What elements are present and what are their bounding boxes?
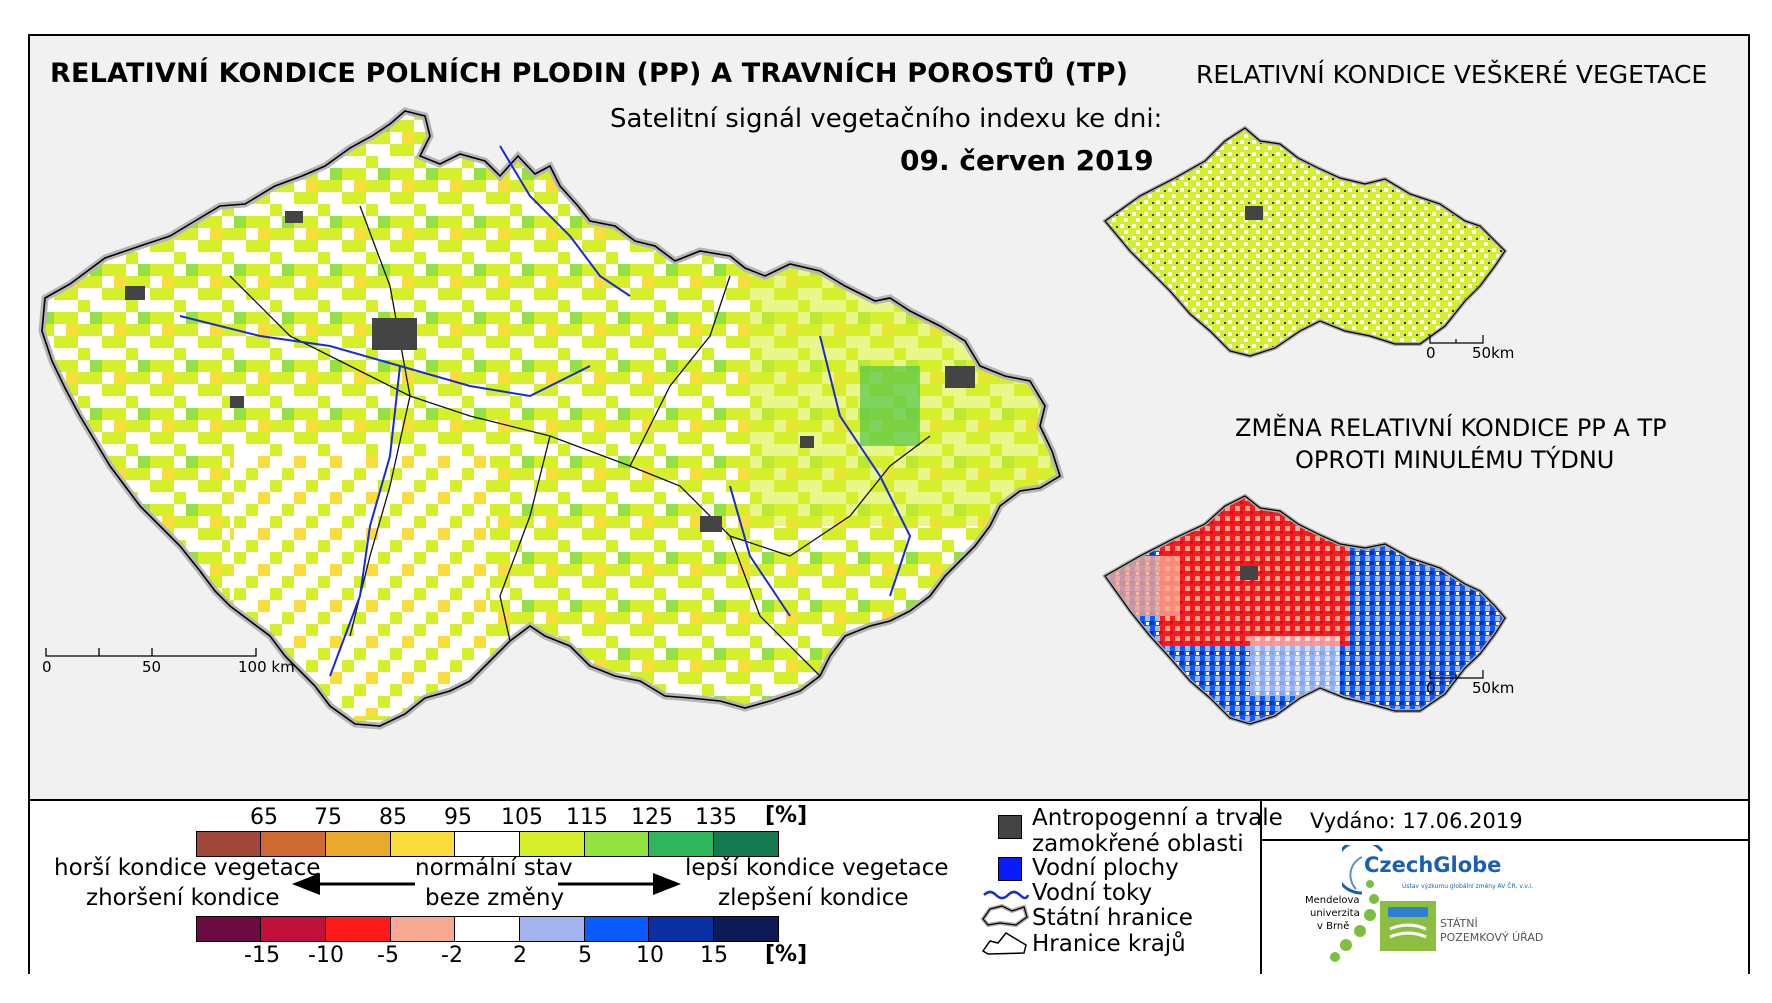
normal-label-1: normální stav <box>415 855 573 881</box>
change-scale-end: 50km <box>1472 679 1515 697</box>
cond-label-135: 135 <box>695 805 737 830</box>
spu-name-2: POZEMKOVÝ ÚŘAD <box>1440 931 1544 944</box>
chg-label-m5: -5 <box>377 943 399 968</box>
chg-swatch-5 <box>454 916 520 942</box>
cond-label-75: 75 <box>314 805 342 830</box>
chg-label-m2: -2 <box>441 943 463 968</box>
chg-swatch-3 <box>325 916 391 942</box>
vegetation-scale-zero: 0 <box>1426 344 1436 362</box>
chg-label-5: 5 <box>578 943 592 968</box>
mendel-name-1: Mendelova <box>1305 895 1360 906</box>
arrow-right-icon <box>558 873 681 895</box>
main-scale-bar <box>45 648 257 657</box>
date-label: 09. červen 2019 <box>900 144 1154 177</box>
chg-swatch-8 <box>648 916 714 942</box>
river-label: Vodní toky <box>1032 880 1153 906</box>
arrow-left-icon <box>292 873 415 895</box>
subtitle: Satelitní signál vegetačního indexu ke d… <box>610 104 1163 134</box>
main-scale-zero: 0 <box>42 658 52 676</box>
chg-swatch-1 <box>196 916 262 942</box>
chg-swatch-7 <box>584 916 650 942</box>
vegetation-scale-end: 50km <box>1472 344 1515 362</box>
issued-label: Vydáno: 17.06.2019 <box>1310 809 1523 833</box>
mendel-name-2: univerzita <box>1310 908 1360 919</box>
river-symbol-icon <box>983 890 1030 900</box>
worse-label-1: horší kondice vegetace <box>54 855 321 881</box>
region-border-label: Hranice krajů <box>1032 931 1186 957</box>
map-frame: RELATIVNÍ KONDICE POLNÍCH PLODIN (PP) A … <box>28 34 1750 974</box>
spu-name-1: STÁTNÍ <box>1440 917 1478 930</box>
chg-label-15: 15 <box>700 943 728 968</box>
vegetation-map-title: RELATIVNÍ KONDICE VEŠKERÉ VEGETACE <box>1196 60 1708 89</box>
change-scale-zero: 0 <box>1426 679 1436 697</box>
normal-label-2: beze změny <box>425 885 565 911</box>
cond-swatch-7 <box>584 831 650 857</box>
anthropogenic-swatch <box>998 815 1022 839</box>
cond-label-125: 125 <box>631 805 673 830</box>
water-label: Vodní plochy <box>1032 855 1179 881</box>
state-border-symbol-icon <box>980 903 1030 928</box>
map-zone: RELATIVNÍ KONDICE POLNÍCH PLODIN (PP) A … <box>30 36 1748 799</box>
cond-swatch-6 <box>519 831 585 857</box>
vegetation-scale-bar <box>1429 335 1484 344</box>
chg-label-2: 2 <box>513 943 527 968</box>
water-swatch <box>998 857 1022 881</box>
change-map-title-2: OPROTI MINULÉMU TÝDNU <box>1295 446 1615 474</box>
change-map-title-1: ZMĚNA RELATIVNÍ KONDICE PP A TP <box>1235 414 1667 442</box>
better-label-1: lepší kondice vegetace <box>685 855 949 881</box>
mendel-name-3: v Brně <box>1317 921 1350 932</box>
cond-unit: [%] <box>765 803 808 828</box>
czechglobe-name: CzechGlobe <box>1364 853 1502 877</box>
main-title: RELATIVNÍ KONDICE POLNÍCH PLODIN (PP) A … <box>50 58 1129 89</box>
region-border-symbol-icon <box>981 932 1027 955</box>
main-map <box>30 36 1748 799</box>
anthropogenic-label-2: zamokřené oblasti <box>1032 831 1244 857</box>
legend-divider <box>1260 801 1262 974</box>
cond-swatch-5 <box>454 831 520 857</box>
anthropogenic-label-1: Antropogenní a trvale <box>1032 805 1283 831</box>
czechglobe-subtitle: Ústav výzkumu globální změny AV ČR, v.v.… <box>1402 883 1533 890</box>
cond-swatch-9 <box>713 831 779 857</box>
cond-label-85: 85 <box>379 805 407 830</box>
cond-swatch-1 <box>196 831 262 857</box>
spu-logo-icon <box>1380 901 1436 951</box>
vegetation-map <box>1103 126 1507 358</box>
chg-swatch-2 <box>260 916 326 942</box>
main-scale-end: 100 km <box>238 658 295 676</box>
change-map <box>1103 494 1507 726</box>
chg-label-10: 10 <box>636 943 664 968</box>
mendel-logo-dots-icon <box>1330 880 1379 962</box>
state-border-label: Státní hranice <box>1032 905 1193 931</box>
chg-swatch-9 <box>713 916 779 942</box>
cond-swatch-8 <box>648 831 714 857</box>
chg-unit: [%] <box>765 942 808 967</box>
cond-swatch-3 <box>325 831 391 857</box>
legend-panel: 65 75 85 95 105 115 125 135 [%] horší ko… <box>30 799 1748 974</box>
chg-label-m15: -15 <box>244 943 280 968</box>
cond-label-105: 105 <box>501 805 543 830</box>
chg-swatch-4 <box>390 916 456 942</box>
better-label-2: zlepšení kondice <box>718 885 909 911</box>
cond-label-65: 65 <box>250 805 278 830</box>
cond-label-115: 115 <box>566 805 608 830</box>
cond-swatch-4 <box>390 831 456 857</box>
chg-swatch-6 <box>519 916 585 942</box>
worse-label-2: zhoršení kondice <box>86 885 280 911</box>
main-scale-mid: 50 <box>142 658 162 676</box>
cond-label-95: 95 <box>444 805 472 830</box>
czechglobe-logo <box>1342 845 1384 895</box>
issued-divider <box>1260 839 1748 841</box>
chg-label-m10: -10 <box>308 943 344 968</box>
change-scale-bar <box>1429 670 1484 679</box>
cond-swatch-2 <box>260 831 326 857</box>
